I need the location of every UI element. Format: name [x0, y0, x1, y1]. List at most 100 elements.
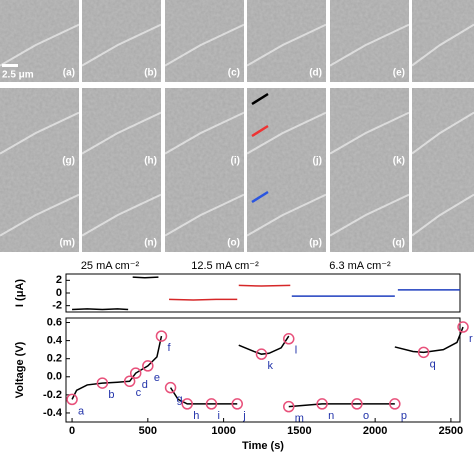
annotation: 6.3 mA cm⁻² [329, 260, 391, 272]
y-tick-label: -2 [52, 300, 62, 312]
electrode-edge [246, 23, 327, 67]
micrograph-texture [330, 88, 409, 170]
point-marker [181, 398, 193, 410]
electrode-edge [81, 23, 162, 67]
image-grid: (a)(b)(c)(d)(e)(f)(g)(h)(i)(j)(k)(l)(m)(… [0, 0, 474, 252]
panel-label: (j) [313, 156, 322, 167]
panel-label: (d) [309, 68, 322, 79]
point-marker [164, 381, 177, 394]
micrograph-texture [412, 88, 474, 170]
micrograph-texture [82, 88, 161, 170]
point-marker [255, 348, 268, 360]
electrode-edge [411, 23, 474, 67]
y-axis-label: I (μA) [14, 279, 26, 307]
point-label: d [142, 379, 148, 391]
point-label: e [154, 372, 160, 384]
point-marker [283, 400, 295, 413]
y-tick-label: 0.6 [47, 316, 62, 328]
x-tick-label: 0 [69, 425, 75, 437]
panel-label: (o) [227, 238, 240, 249]
x-tick-label: 2500 [439, 425, 463, 437]
point-marker [205, 398, 218, 410]
panel-label: (b) [144, 68, 157, 79]
point-marker [316, 398, 328, 410]
point-label: l [295, 345, 297, 357]
micrograph-texture [330, 170, 409, 252]
panel-label: (m) [59, 238, 75, 249]
scale-bar [2, 64, 18, 67]
panel-label: (g) [62, 156, 75, 167]
point-label: n [328, 410, 334, 422]
electrode-edge [411, 193, 474, 237]
point-label: p [401, 410, 407, 422]
micrograph-texture [82, 170, 161, 252]
data-line [132, 276, 159, 279]
annotation: 25 mA cm⁻² [81, 260, 140, 272]
point-label: o [363, 410, 369, 422]
point-marker [389, 398, 401, 410]
point-marker [142, 360, 154, 372]
panel-label: (a) [63, 68, 75, 79]
electrode-edge [0, 111, 80, 155]
micrograph-texture [247, 170, 326, 252]
point-marker [457, 321, 469, 333]
plot-frame [65, 317, 461, 423]
data-line [71, 335, 163, 400]
y-tick-label: 0.4 [47, 335, 63, 347]
plot-frame [65, 273, 461, 313]
panel-label: (i) [231, 156, 240, 167]
electrode-edge [246, 111, 327, 155]
micrograph-texture [247, 88, 326, 170]
point-label: m [295, 413, 304, 425]
panel-label: (e) [393, 68, 405, 79]
point-label: f [167, 342, 171, 354]
panel-label: (h) [144, 156, 157, 167]
data-line [394, 326, 464, 354]
point-marker [231, 398, 243, 410]
electrode-edge [329, 23, 410, 67]
scale-bar-label: 2.5 μm [2, 70, 34, 81]
point-label: h [193, 410, 199, 422]
panel-label: (k) [393, 156, 405, 167]
micrograph-texture [165, 0, 244, 82]
point-label: i [217, 410, 219, 422]
x-tick-label: 1000 [211, 425, 235, 437]
electrode-edge [164, 23, 245, 67]
point-marker [351, 398, 363, 410]
y-tick-label: 2 [56, 274, 62, 286]
micrograph-texture [330, 0, 409, 82]
y-axis-label: Voltage (V) [14, 341, 26, 398]
point-marker [96, 377, 109, 389]
micrograph-texture [82, 0, 161, 82]
point-label: g [177, 394, 183, 406]
point-label: a [78, 405, 85, 417]
point-label: q [430, 358, 436, 370]
micrograph-texture [247, 0, 326, 82]
data-line [238, 335, 290, 355]
micrograph-texture [165, 88, 244, 170]
panel-label: (n) [144, 238, 157, 249]
y-tick-label: 0 [56, 287, 62, 299]
electrode-edge [164, 111, 245, 155]
micrograph-texture [0, 88, 79, 170]
y-tick-label: 0.2 [47, 353, 62, 365]
data-line [169, 387, 238, 405]
micrograph-texture [0, 0, 79, 82]
electrode-edge [246, 193, 327, 237]
micrograph-texture [412, 170, 474, 252]
x-tick-label: 500 [139, 425, 157, 437]
y-tick-label: -0.4 [43, 407, 63, 419]
electrode-edge [81, 111, 162, 155]
data-line [288, 403, 395, 408]
electrode-edge [411, 111, 474, 155]
arrow [251, 124, 269, 138]
electrode-edge [81, 193, 162, 237]
electrode-edge [164, 193, 245, 237]
point-marker [66, 393, 78, 406]
arrow [251, 92, 269, 106]
point-label: k [267, 360, 273, 372]
panel-label: (q) [392, 238, 405, 249]
point-label: b [108, 389, 114, 401]
